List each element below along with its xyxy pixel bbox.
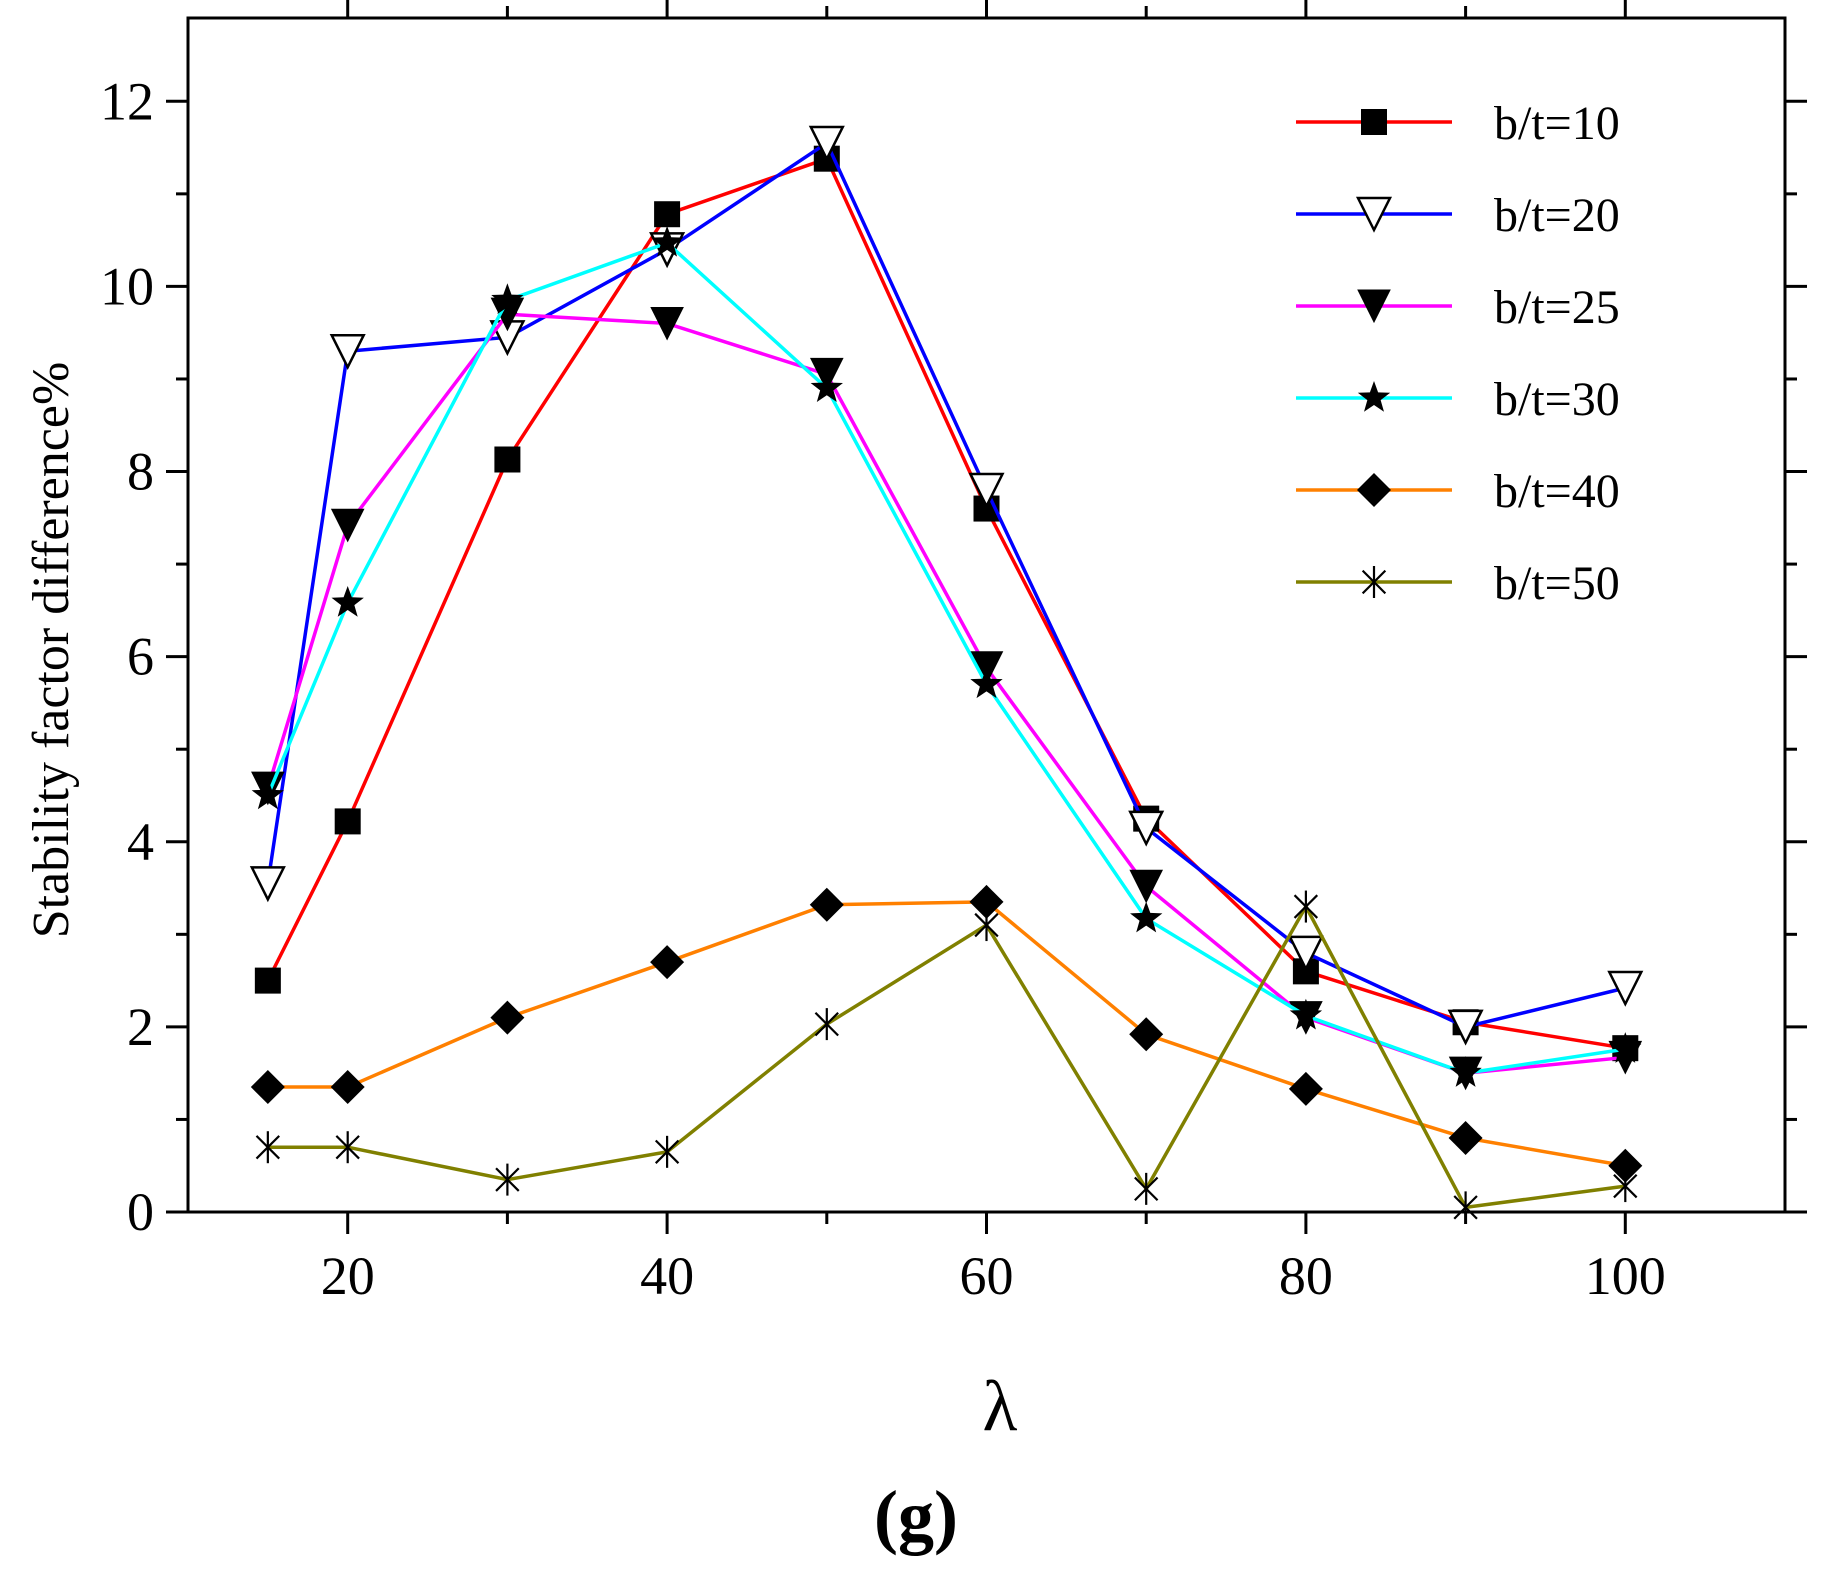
legend-marker bbox=[1357, 289, 1391, 324]
series-line bbox=[267, 902, 1626, 1210]
data-point bbox=[335, 1131, 360, 1164]
legend-item-b-t-20: b/t=20 bbox=[1296, 189, 1620, 242]
series-line bbox=[266, 156, 1626, 1050]
data-point bbox=[1129, 869, 1164, 904]
legend-label: b/t=40 bbox=[1494, 465, 1620, 518]
legend-marker bbox=[1357, 473, 1391, 507]
data-point bbox=[491, 283, 524, 315]
plot-area: 20 40 60 80 100 0 2 4 6 8 10 12 bbox=[100, 0, 1807, 1306]
data-point bbox=[1609, 1032, 1642, 1063]
y-tick-label: 10 bbox=[100, 256, 154, 316]
series-b-t-20 bbox=[249, 125, 1644, 1046]
y-tick-label: 12 bbox=[100, 71, 154, 131]
data-point bbox=[650, 945, 685, 980]
data-point bbox=[1448, 1120, 1483, 1155]
series-layer bbox=[249, 125, 1644, 1224]
data-point bbox=[1449, 1056, 1482, 1087]
data-point bbox=[1287, 935, 1324, 972]
legend-label: b/t=25 bbox=[1494, 281, 1620, 334]
data-point bbox=[1128, 810, 1165, 847]
data-point bbox=[250, 1070, 285, 1105]
data-point bbox=[1608, 1148, 1643, 1183]
x-axis-title: λ bbox=[983, 1366, 1018, 1446]
series-line bbox=[266, 240, 1626, 1075]
data-point bbox=[1607, 970, 1644, 1007]
legend: b/t=10 b/t=20 b/t=25 b/t=30 b/t=40 b/t=50 bbox=[1296, 97, 1620, 610]
legend-label: b/t=50 bbox=[1494, 557, 1620, 610]
legend-label: b/t=30 bbox=[1494, 373, 1620, 426]
data-point bbox=[495, 1163, 520, 1196]
data-point bbox=[654, 201, 681, 228]
data-point bbox=[251, 778, 285, 810]
y-tick-label: 2 bbox=[127, 997, 154, 1057]
data-point bbox=[650, 306, 684, 341]
x-axis-ticks: 20 40 60 80 100 bbox=[321, 0, 1666, 1306]
data-point bbox=[1130, 901, 1163, 933]
legend-marker bbox=[1361, 566, 1387, 598]
data-point bbox=[331, 585, 364, 617]
data-point bbox=[810, 371, 843, 402]
data-point bbox=[654, 1135, 680, 1168]
data-point bbox=[650, 225, 684, 257]
series-b-t-30 bbox=[251, 225, 1642, 1087]
data-point bbox=[494, 446, 521, 473]
data-point bbox=[1289, 998, 1323, 1030]
legend-marker bbox=[1355, 196, 1393, 233]
data-point bbox=[969, 884, 1004, 919]
data-point bbox=[808, 125, 845, 162]
data-point bbox=[334, 808, 361, 835]
legend-marker bbox=[1357, 381, 1391, 412]
data-point bbox=[249, 866, 286, 903]
legend-marker bbox=[1361, 109, 1387, 135]
data-point bbox=[490, 1000, 525, 1035]
x-tick-label: 20 bbox=[321, 1246, 375, 1306]
data-point bbox=[1129, 1017, 1164, 1052]
legend-item-b-t-25: b/t=25 bbox=[1296, 281, 1620, 334]
series-line bbox=[267, 900, 1626, 1168]
series-b-t-50 bbox=[255, 890, 1638, 1224]
data-point bbox=[809, 887, 844, 922]
data-point bbox=[968, 472, 1005, 509]
x-tick-label: 80 bbox=[1279, 1246, 1333, 1306]
series-b-t-40 bbox=[250, 884, 1643, 1183]
y-tick-label: 4 bbox=[127, 812, 154, 872]
data-point bbox=[970, 667, 1003, 699]
legend-label: b/t=20 bbox=[1494, 189, 1620, 242]
y-axis-title: Stability factor difference% bbox=[23, 362, 80, 939]
series-b-t-10 bbox=[254, 145, 1639, 1062]
x-tick-label: 100 bbox=[1585, 1246, 1666, 1306]
x-tick-label: 40 bbox=[640, 1246, 694, 1306]
data-point bbox=[814, 1008, 839, 1041]
data-point bbox=[330, 1070, 365, 1105]
data-point bbox=[1288, 1071, 1323, 1106]
data-point bbox=[254, 967, 281, 994]
data-point bbox=[1134, 1172, 1159, 1205]
data-point bbox=[255, 1131, 280, 1164]
y-tick-label: 8 bbox=[127, 442, 154, 502]
series-line bbox=[266, 312, 1626, 1075]
data-point bbox=[1447, 1009, 1484, 1046]
legend-item-b-t-50: b/t=50 bbox=[1296, 557, 1620, 610]
panel-label: (g) bbox=[874, 1476, 958, 1556]
x-tick-label: 60 bbox=[960, 1246, 1014, 1306]
data-point bbox=[329, 333, 366, 371]
data-point bbox=[974, 909, 999, 942]
legend-item-b-t-10: b/t=10 bbox=[1296, 97, 1620, 150]
y-axis-ticks: 0 2 4 6 8 10 12 bbox=[100, 71, 1807, 1242]
data-point bbox=[1613, 1170, 1638, 1203]
legend-item-b-t-30: b/t=30 bbox=[1296, 373, 1620, 426]
data-point bbox=[330, 508, 365, 543]
data-point bbox=[1453, 1191, 1478, 1224]
series-line bbox=[266, 140, 1626, 1029]
series-b-t-25 bbox=[251, 297, 1643, 1091]
y-tick-label: 0 bbox=[127, 1182, 154, 1242]
data-point bbox=[1293, 890, 1319, 923]
legend-label: b/t=10 bbox=[1494, 97, 1620, 150]
y-tick-label: 6 bbox=[127, 627, 154, 687]
legend-item-b-t-40: b/t=40 bbox=[1296, 465, 1620, 518]
